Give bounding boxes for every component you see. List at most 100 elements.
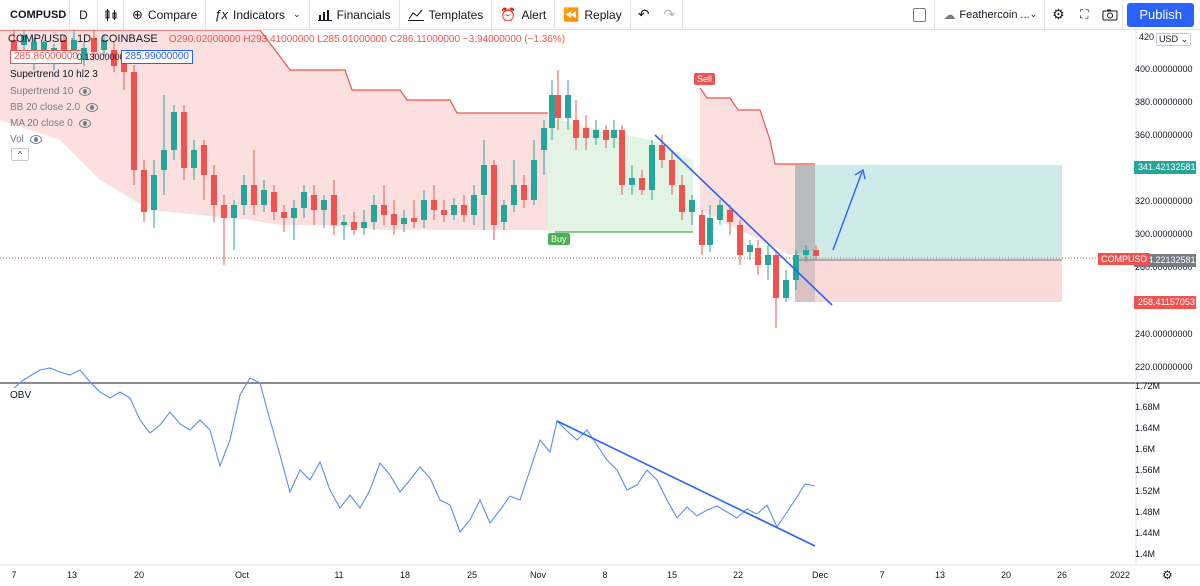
- obv-axis-label: 1.48M: [1135, 507, 1161, 517]
- candle-body: [401, 218, 407, 224]
- obv-series-line[interactable]: [13, 367, 816, 534]
- eye-slash-icon[interactable]: [29, 134, 42, 144]
- templates-icon: [407, 9, 424, 21]
- indicator-ma[interactable]: MA 20 close 0: [10, 118, 91, 129]
- candle-body: [21, 35, 27, 45]
- candle-body: [669, 160, 675, 185]
- collapse-legend-button[interactable]: ^: [11, 148, 29, 161]
- undo-icon[interactable]: ↶: [637, 6, 650, 22]
- candles-icon[interactable]: [98, 0, 124, 30]
- bar-chart-icon: [317, 9, 332, 21]
- candle-body: [765, 255, 771, 265]
- candle-body: [61, 40, 67, 55]
- candle-body: [81, 48, 87, 60]
- candle-body: [611, 130, 617, 138]
- candle-body: [813, 250, 819, 256]
- indicator-bb[interactable]: BB 20 close 2.0: [10, 102, 99, 113]
- eye-slash-icon[interactable]: [86, 102, 99, 112]
- eye-slash-icon[interactable]: [78, 118, 91, 128]
- symbol-price-tag: COMPUSD: [1098, 253, 1151, 265]
- price-axis-label: 380.00000000: [1135, 97, 1193, 107]
- obv-trendline[interactable]: [556, 420, 816, 547]
- stop-loss-price-tag: 258.41157053: [1134, 296, 1196, 309]
- alert-button[interactable]: ⏰ Alert: [492, 0, 556, 30]
- time-axis-label: 13: [66, 570, 78, 580]
- time-axis-label: 26: [1056, 570, 1068, 580]
- candle-body: [689, 200, 695, 212]
- ohlc-values: O290.02000000 H293.41000000 L285.0100000…: [168, 34, 566, 45]
- obv-axis-label: 1.4M: [1135, 549, 1156, 559]
- indicator-vol[interactable]: Vol: [10, 134, 42, 145]
- interval-button[interactable]: D: [70, 0, 98, 30]
- indicator-label: BB 20 close 2.0: [10, 102, 81, 113]
- candle-body: [659, 145, 665, 160]
- candle-body: [541, 128, 547, 150]
- gear-icon[interactable]: ⚙: [1162, 568, 1173, 582]
- compare-label: Compare: [147, 7, 198, 22]
- eye-slash-icon[interactable]: [79, 86, 92, 96]
- symbol-search[interactable]: COMPUSD: [0, 0, 70, 30]
- price-chart-canvas[interactable]: [0, 30, 1200, 586]
- candle-body: [461, 205, 467, 215]
- time-axis-label: Nov: [529, 570, 547, 580]
- price-axis-label: 360.00000000: [1135, 130, 1193, 140]
- bid-price-box[interactable]: 285.86000000: [10, 50, 82, 64]
- redo-icon[interactable]: ↷: [657, 0, 683, 30]
- indicator-supertrend-a[interactable]: Supertrend 10 hl2 3: [10, 69, 98, 80]
- candle-body: [451, 205, 457, 215]
- time-axis-label: 15: [666, 570, 678, 580]
- obv-axis-label: 1.68M: [1135, 402, 1161, 412]
- financials-button[interactable]: Financials: [310, 0, 400, 30]
- candle-body: [491, 165, 497, 225]
- chevron-down-icon: ⌄: [1029, 9, 1038, 19]
- candlestick-series[interactable]: [11, 30, 819, 328]
- candle-body: [71, 40, 77, 50]
- select-checkbox[interactable]: [905, 0, 936, 30]
- fullscreen-icon[interactable]: ⛶: [1080, 7, 1089, 21]
- time-axis-label: 18: [399, 570, 411, 580]
- candle-body: [737, 225, 743, 255]
- price-trendline[interactable]: [654, 134, 833, 306]
- candle-body: [321, 200, 327, 210]
- obv-legend[interactable]: OBV: [10, 390, 32, 401]
- candle-body: [773, 255, 779, 298]
- top-toolbar: COMPUSD D ⊕ Compare ƒx Indicators ⌄ Fina…: [0, 0, 1200, 30]
- candle-body: [191, 150, 197, 168]
- symbol-title: COMP/USD · 1D · COINBASE: [8, 33, 158, 45]
- compare-button[interactable]: ⊕ Compare: [124, 0, 207, 30]
- candle-body: [151, 175, 157, 210]
- stop-loss-zone[interactable]: [795, 260, 1062, 302]
- price-axis-label: 320.00000000: [1135, 196, 1193, 206]
- camera-icon[interactable]: [1097, 0, 1124, 30]
- indicators-button[interactable]: ƒx Indicators ⌄: [206, 0, 310, 30]
- candle-body: [583, 128, 589, 138]
- publish-button[interactable]: Publish: [1127, 2, 1194, 27]
- replay-button[interactable]: ⏪ Replay: [555, 0, 631, 30]
- candle-body: [161, 150, 167, 170]
- layout-name: Feathercoin ...: [959, 8, 1030, 21]
- obv-axis-label: 1.52M: [1135, 486, 1161, 496]
- candle-body: [201, 145, 207, 175]
- indicator-supertrend-b[interactable]: Supertrend 10: [10, 86, 92, 97]
- candle-body: [501, 205, 507, 222]
- candle-body: [111, 50, 117, 66]
- candle-body: [481, 165, 487, 195]
- candle-body: [471, 195, 477, 215]
- gear-icon[interactable]: ⚙: [1052, 6, 1065, 22]
- projection-arrow-line[interactable]: [832, 171, 863, 251]
- candle-body: [555, 95, 561, 118]
- templates-button[interactable]: Templates: [400, 0, 493, 30]
- financials-label: Financials: [336, 7, 391, 22]
- candle-body: [11, 40, 17, 55]
- candle-body: [91, 38, 97, 52]
- chart-legend[interactable]: COMP/USD · 1D · COINBASE O290.02000000 H…: [8, 33, 565, 45]
- ask-price-box[interactable]: 285.99000000: [121, 50, 193, 64]
- candle-body: [251, 185, 257, 205]
- cloud-icon: ☁: [943, 7, 956, 22]
- candle-body: [727, 210, 733, 222]
- candle-body: [441, 210, 447, 215]
- take-profit-zone[interactable]: [795, 165, 1062, 260]
- layout-selector[interactable]: ☁ Feathercoin ... ⌄: [935, 0, 1046, 30]
- currency-selector[interactable]: USD ⌄: [1156, 33, 1192, 46]
- candle-body: [629, 178, 635, 185]
